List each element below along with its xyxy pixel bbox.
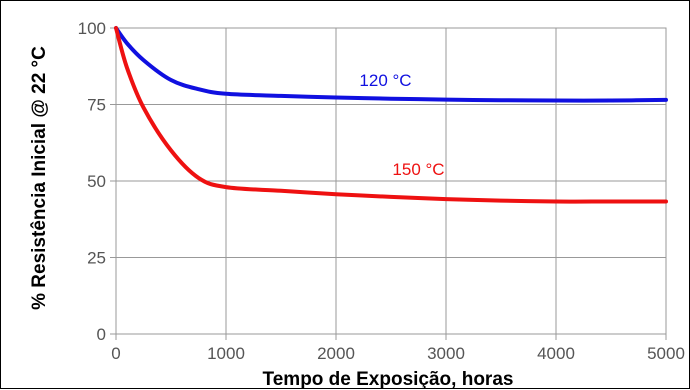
x-axis-title: Tempo de Exposição, horas xyxy=(263,369,514,390)
axes: 0 1000 2000 3000 4000 5000 0 25 50 75 100 xyxy=(78,19,685,363)
x-tick-label: 1000 xyxy=(207,344,245,363)
y-axis-title: % Resistência Inicial @ 22 °C xyxy=(29,46,50,310)
x-tick-label: 2000 xyxy=(317,344,355,363)
series-lines xyxy=(114,26,668,204)
x-tick-label: 0 xyxy=(111,344,120,363)
x-tick-label: 4000 xyxy=(537,344,575,363)
series-line-120c xyxy=(114,26,668,103)
y-tick-label: 0 xyxy=(97,325,106,344)
y-tick-label: 50 xyxy=(87,172,106,191)
series-label-120c: 120 °C xyxy=(359,71,411,90)
x-tick-label: 5000 xyxy=(647,344,685,363)
x-tick-label: 3000 xyxy=(427,344,465,363)
y-tick-label: 75 xyxy=(87,96,106,115)
labels: 120 °C 150 °C xyxy=(359,71,444,179)
y-tick-label: 25 xyxy=(87,249,106,268)
series-label-150c: 150 °C xyxy=(392,160,444,179)
series-line-150c xyxy=(114,26,668,204)
y-tick-label: 100 xyxy=(78,19,106,38)
